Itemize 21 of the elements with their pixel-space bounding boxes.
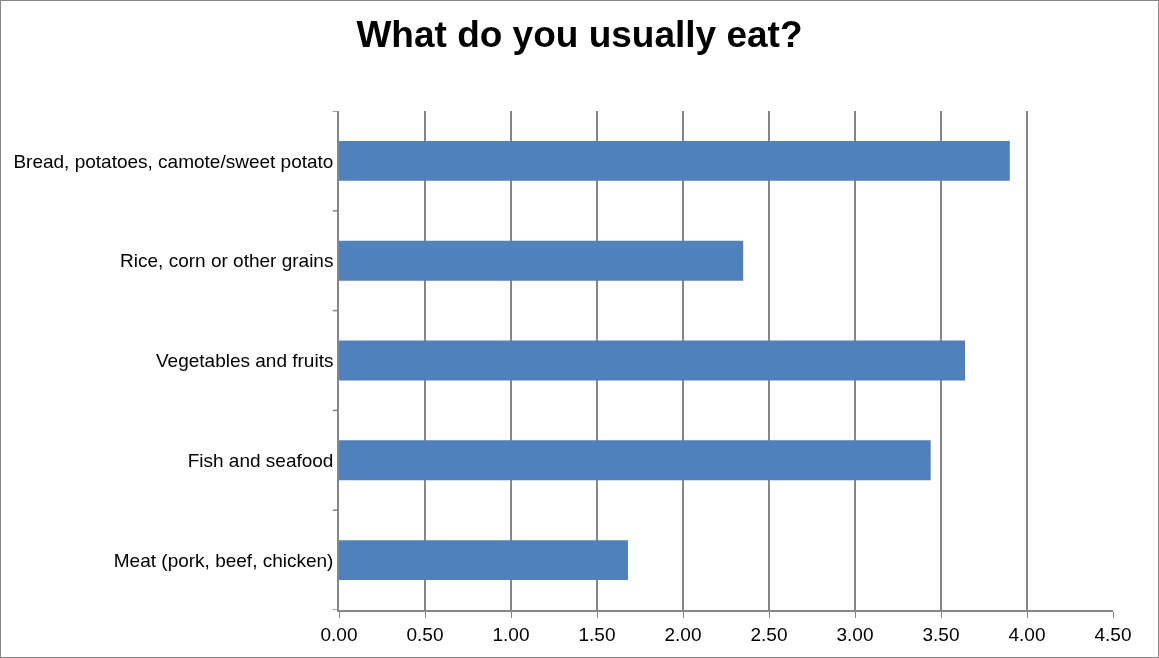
- x-tick-label: 1.00: [492, 623, 530, 645]
- x-tick-label: 2.00: [664, 623, 702, 645]
- y-tick-label: Meat (pork, beef, chicken): [113, 549, 334, 571]
- bar: [339, 340, 966, 381]
- x-tick-label: 3.50: [922, 623, 960, 645]
- bar: [339, 240, 744, 281]
- x-tick-label: 4.50: [1094, 623, 1132, 645]
- x-tick-label: 4.00: [1008, 623, 1046, 645]
- bar: [339, 440, 931, 481]
- x-tick-label: 2.50: [750, 623, 788, 645]
- chart-title: What do you usually eat?: [356, 13, 803, 55]
- bar: [339, 540, 628, 581]
- x-tick-label: 1.50: [578, 623, 616, 645]
- x-tick-label: 0.50: [406, 623, 444, 645]
- x-tick-label: 0.00: [320, 623, 358, 645]
- x-tick-label: 3.00: [836, 623, 874, 645]
- y-tick-label: Bread, potatoes, camote/sweet potato: [13, 150, 334, 172]
- y-tick-label: Fish and seafood: [187, 449, 334, 471]
- bar: [339, 140, 1010, 181]
- y-tick-label: Rice, corn or other grains: [120, 250, 334, 272]
- y-tick-label: Vegetables and fruits: [155, 350, 334, 372]
